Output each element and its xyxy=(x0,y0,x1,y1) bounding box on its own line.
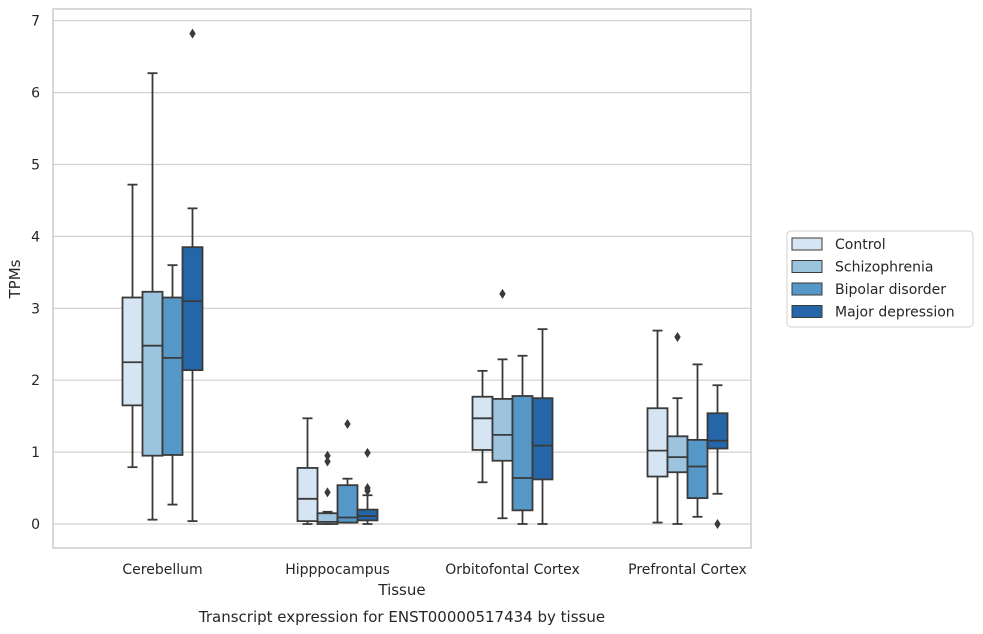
boxes xyxy=(121,28,729,529)
legend-swatch xyxy=(791,237,823,251)
legend-box xyxy=(786,230,974,328)
y-tick-label: 5 xyxy=(31,158,40,174)
y-tick-label: 3 xyxy=(31,301,40,317)
y-tick-label: 6 xyxy=(31,86,40,102)
outlier-point xyxy=(714,519,721,529)
outlier-point xyxy=(674,332,681,343)
y-tick-label: 2 xyxy=(31,373,40,389)
legend-label: Schizophrenia xyxy=(835,260,933,276)
y-tick-label: 0 xyxy=(31,517,40,533)
outlier-point xyxy=(364,483,371,494)
box-schizophrenia xyxy=(666,332,689,525)
x-axis-label: Tissue xyxy=(377,581,425,599)
y-tick-label: 7 xyxy=(31,14,40,30)
iqr-box xyxy=(706,412,729,450)
axes: 0 1 2 3 4 5 6 7 Cerebellum Hipppocampus Orbitofont… xyxy=(31,14,747,578)
iqr-box xyxy=(121,296,144,407)
legend-label: Control xyxy=(835,237,886,253)
box-bipolar-disorder xyxy=(511,354,534,525)
iqr-box xyxy=(646,407,669,478)
box-major-depression xyxy=(706,384,729,529)
box-bipolar-disorder xyxy=(161,264,184,506)
plot-border xyxy=(52,8,752,549)
box-control xyxy=(471,369,494,484)
outlier-point xyxy=(499,288,506,299)
y-tick-label: 1 xyxy=(31,445,40,461)
iqr-box xyxy=(531,397,554,481)
box-control xyxy=(296,417,319,525)
box-major-depression xyxy=(531,328,554,525)
outlier-point xyxy=(344,419,351,430)
iqr-box xyxy=(356,508,379,522)
iqr-box xyxy=(511,395,534,512)
x-tick-label: Prefrontal Cortex xyxy=(628,562,747,578)
box-bipolar-disorder xyxy=(336,419,359,524)
box-bipolar-disorder xyxy=(686,363,709,518)
box-schizophrenia xyxy=(316,450,339,525)
outlier-point xyxy=(324,487,331,498)
iqr-box xyxy=(666,435,689,474)
chart-caption: Transcript expression for ENST0000051743… xyxy=(198,608,605,626)
iqr-box xyxy=(336,484,359,524)
iqr-box xyxy=(491,397,514,462)
x-tick-label: Cerebellum xyxy=(122,562,202,578)
box-major-depression xyxy=(181,28,204,523)
outlier-point xyxy=(324,450,331,461)
outlier-point xyxy=(324,456,331,467)
iqr-box xyxy=(141,290,164,457)
legend-swatch xyxy=(791,282,823,296)
plot-frame xyxy=(52,8,752,549)
iqr-box xyxy=(471,395,494,451)
box-major-depression xyxy=(356,447,379,525)
x-tick-label: Hipppocampus xyxy=(285,562,390,578)
box-control xyxy=(121,183,144,469)
outlier-point xyxy=(189,28,196,39)
legend-swatch xyxy=(791,305,823,318)
iqr-box xyxy=(296,467,319,523)
y-axis-label: TPMs xyxy=(6,259,24,299)
legend-swatch xyxy=(791,260,823,273)
legend: Control Schizophrenia Bipolar disorder Majo… xyxy=(786,230,974,328)
outlier-point xyxy=(364,447,371,458)
box-control xyxy=(646,329,669,524)
x-tick-label: Orbitofontal Cortex xyxy=(445,562,580,578)
iqr-box xyxy=(181,246,204,372)
box-schizophrenia xyxy=(491,288,514,520)
iqr-box xyxy=(161,296,184,456)
box-schizophrenia xyxy=(141,72,164,521)
legend-label: Major depression xyxy=(835,305,955,321)
y-tick-label: 4 xyxy=(31,229,40,245)
legend-label: Bipolar disorder xyxy=(835,282,946,298)
iqr-box xyxy=(686,438,709,500)
